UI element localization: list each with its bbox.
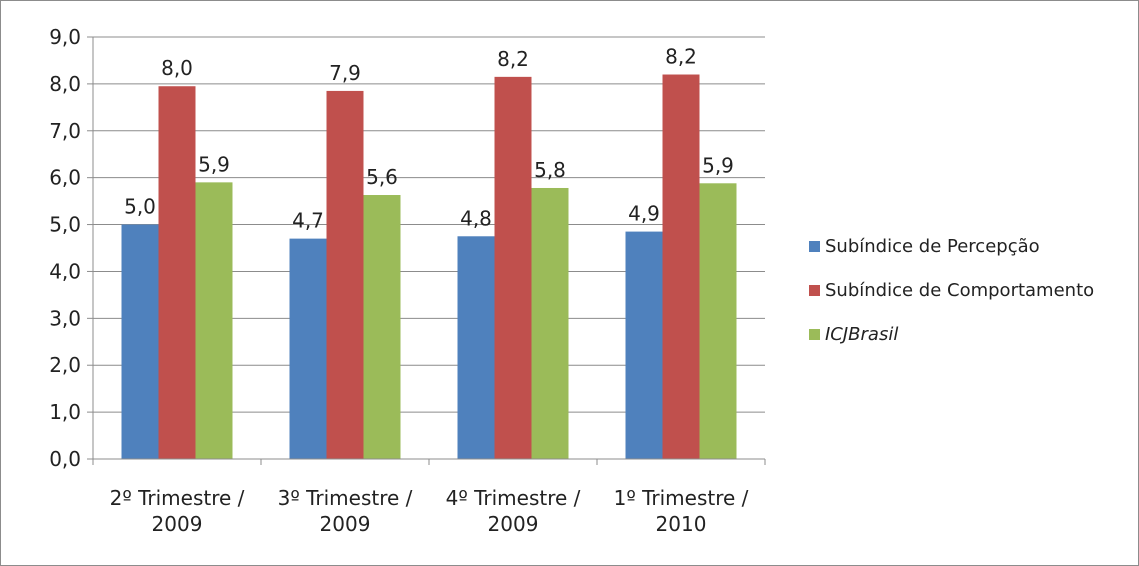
bar	[363, 195, 401, 459]
bar	[457, 236, 495, 459]
data-label: 5,9	[198, 152, 230, 176]
bar	[121, 224, 159, 459]
category-label: 3º Trimestre /	[278, 486, 413, 510]
y-axis-ticks: 0,0 1,0 2,0 3,0 4,0 5,0 6,0 7,0 8,0 9,0	[49, 25, 81, 471]
category-label: 2009	[152, 512, 203, 536]
y-tick-label: 0,0	[49, 447, 81, 471]
bar	[195, 182, 233, 459]
y-tick-label: 7,0	[49, 119, 81, 143]
bar	[662, 74, 700, 459]
bar	[494, 76, 532, 459]
bar	[531, 187, 569, 459]
bar	[326, 90, 364, 459]
bar	[289, 238, 327, 459]
data-label: 4,7	[292, 209, 324, 233]
data-label: 8,2	[665, 45, 697, 69]
data-label: 5,6	[366, 165, 398, 189]
legend-label: Subíndice de Comportamento	[825, 280, 1094, 301]
category-label: 2º Trimestre /	[110, 486, 245, 510]
bar	[625, 231, 663, 459]
legend-swatch	[809, 285, 820, 296]
data-label: 5,9	[702, 153, 734, 177]
bar	[699, 183, 737, 459]
category-label: 2009	[488, 512, 539, 536]
legend-label: ICJBrasil	[825, 324, 898, 345]
data-labels: 5,0 4,7 4,8 4,9 8,0 7,9 8,2 8,2 5,9 5,6 5,8 5,9	[124, 45, 734, 233]
y-tick-label: 8,0	[49, 72, 81, 96]
y-tick-label: 3,0	[49, 306, 81, 330]
data-label: 4,8	[460, 206, 492, 230]
legend: Subíndice de Percepção Subíndice de Compo…	[809, 236, 1094, 345]
data-label: 5,0	[124, 195, 156, 219]
y-tick-label: 2,0	[49, 353, 81, 377]
legend-swatch	[809, 329, 820, 340]
data-label: 8,0	[161, 56, 193, 80]
axes	[87, 36, 766, 465]
y-tick-label: 9,0	[49, 25, 81, 49]
category-label: 4º Trimestre /	[446, 486, 581, 510]
bars	[121, 74, 737, 459]
y-tick-label: 5,0	[49, 213, 81, 237]
y-tick-label: 1,0	[49, 400, 81, 424]
data-label: 5,8	[534, 158, 566, 182]
data-label: 4,9	[628, 202, 660, 226]
y-tick-label: 4,0	[49, 259, 81, 283]
data-label: 7,9	[329, 61, 361, 85]
y-tick-label: 6,0	[49, 166, 81, 190]
category-label: 2010	[656, 512, 707, 536]
legend-label: Subíndice de Percepção	[825, 236, 1040, 257]
category-label: 1º Trimestre /	[614, 486, 749, 510]
bar	[158, 86, 196, 459]
category-label: 2009	[320, 512, 371, 536]
data-label: 8,2	[497, 47, 529, 71]
legend-swatch	[809, 241, 820, 252]
